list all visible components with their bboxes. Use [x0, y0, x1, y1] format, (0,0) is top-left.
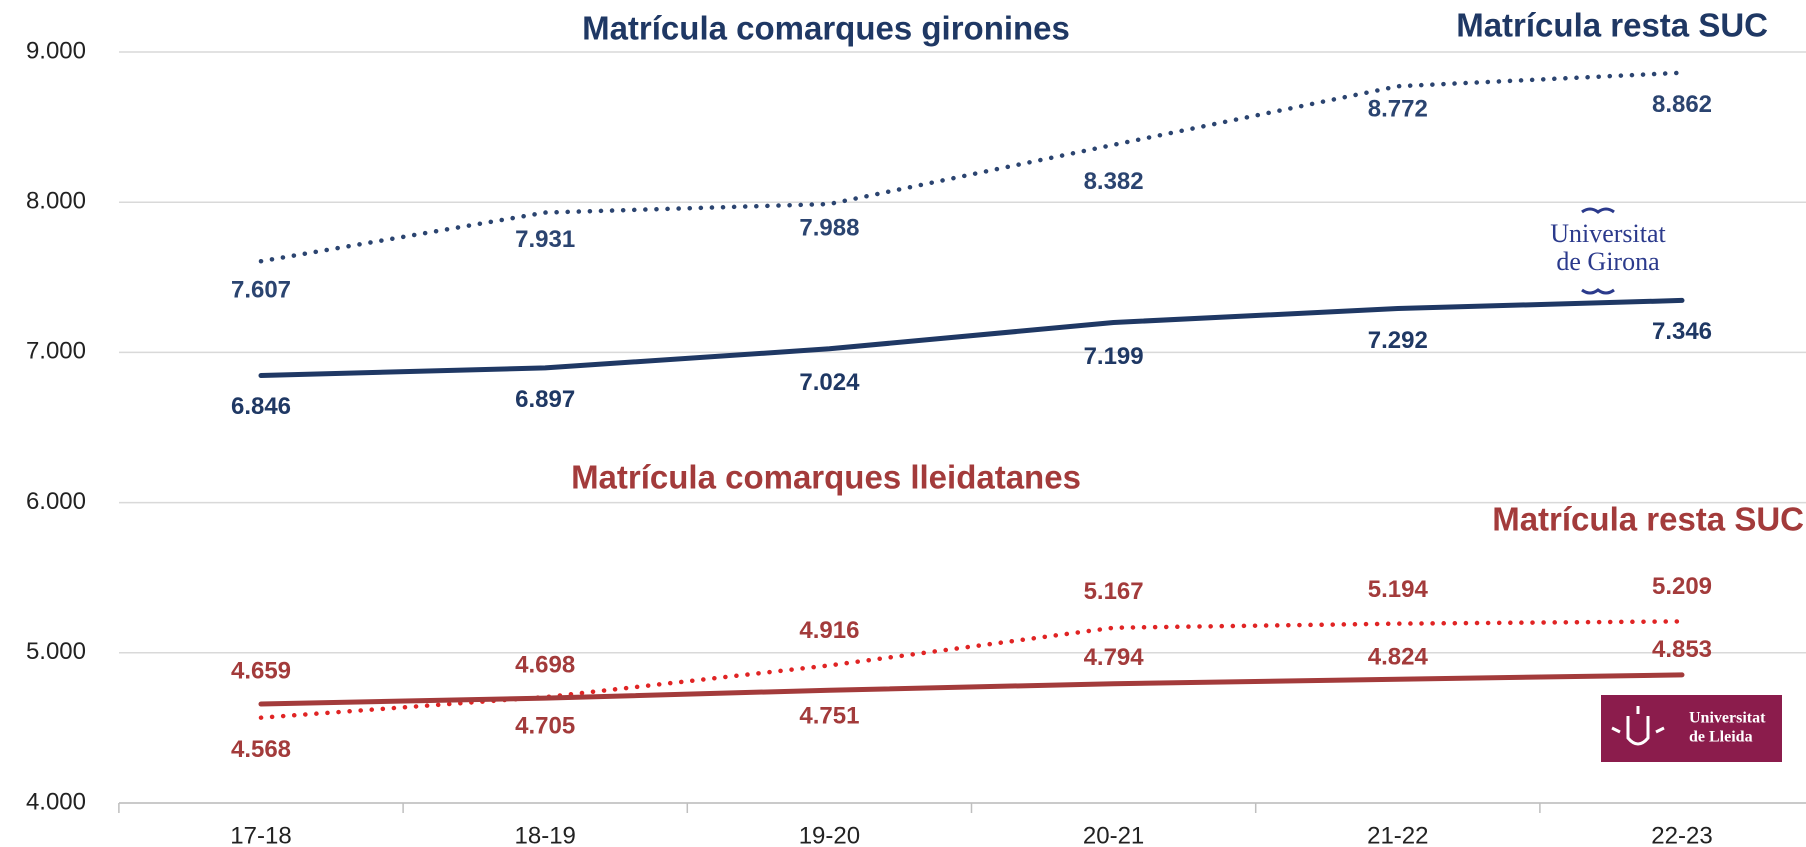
series-name: Matrícula resta SUC — [1456, 7, 1768, 44]
logo-text: Universitat — [1550, 219, 1666, 248]
value-label: 4.853 — [1652, 636, 1712, 663]
x-tick-label: 17-18 — [230, 822, 291, 847]
value-label: 4.698 — [515, 652, 575, 679]
logo-text: Universitat — [1689, 710, 1766, 727]
x-tick-label: 22-23 — [1651, 822, 1712, 847]
logo-text: de Lleida — [1689, 729, 1753, 746]
y-tick-label: 8.000 — [26, 188, 86, 215]
value-label: 7.024 — [799, 369, 860, 396]
value-label: 7.346 — [1652, 318, 1712, 345]
logo-box — [1536, 206, 1684, 296]
value-label: 4.794 — [1084, 644, 1145, 671]
x-tick-label: 19-20 — [799, 822, 860, 847]
series-name: Matrícula comarques gironines — [582, 10, 1070, 47]
value-label: 6.846 — [231, 393, 291, 420]
value-label: 7.607 — [231, 277, 291, 304]
value-label: 4.568 — [231, 736, 291, 763]
value-label: 7.199 — [1084, 343, 1144, 370]
x-tick-label: 18-19 — [515, 822, 576, 847]
logo-girona: Universitat de Girona — [1536, 206, 1684, 296]
logo-emblem — [1611, 706, 1665, 746]
series-name: Matrícula resta SUC — [1492, 501, 1804, 538]
value-label: 5.194 — [1368, 576, 1429, 603]
logo-box — [1601, 695, 1782, 762]
value-label: 7.931 — [515, 226, 575, 253]
value-label: 8.382 — [1084, 168, 1144, 195]
value-label: 6.897 — [515, 386, 575, 413]
logo-text: de Girona — [1556, 247, 1660, 276]
value-label: 4.751 — [799, 703, 859, 730]
y-tick-label: 4.000 — [26, 788, 86, 815]
y-tick-label: 9.000 — [26, 37, 86, 64]
value-label: 7.292 — [1368, 327, 1428, 354]
series-line — [258, 672, 1685, 707]
logo-lleida: Universitat de Lleida — [1601, 695, 1782, 762]
x-tick-label: 21-22 — [1367, 822, 1428, 847]
logo-brace — [1581, 207, 1615, 295]
series-line — [258, 297, 1685, 379]
value-label: 8.772 — [1368, 96, 1428, 123]
value-label: 5.167 — [1084, 578, 1144, 605]
x-tick-label: 20-21 — [1083, 822, 1144, 847]
value-label: 4.916 — [799, 617, 859, 644]
value-label: 7.988 — [799, 214, 859, 241]
series-line — [258, 619, 1685, 720]
y-tick-label: 5.000 — [26, 638, 86, 665]
value-label: 4.659 — [231, 657, 291, 684]
value-label: 8.862 — [1652, 91, 1712, 118]
value-label: 5.209 — [1652, 573, 1712, 600]
y-tick-label: 6.000 — [26, 488, 86, 515]
value-label: 4.824 — [1368, 644, 1429, 671]
series-line — [258, 70, 1685, 264]
series-name: Matrícula comarques lleidatanes — [571, 459, 1081, 496]
y-tick-label: 7.000 — [26, 338, 86, 365]
value-label: 4.705 — [515, 712, 575, 739]
